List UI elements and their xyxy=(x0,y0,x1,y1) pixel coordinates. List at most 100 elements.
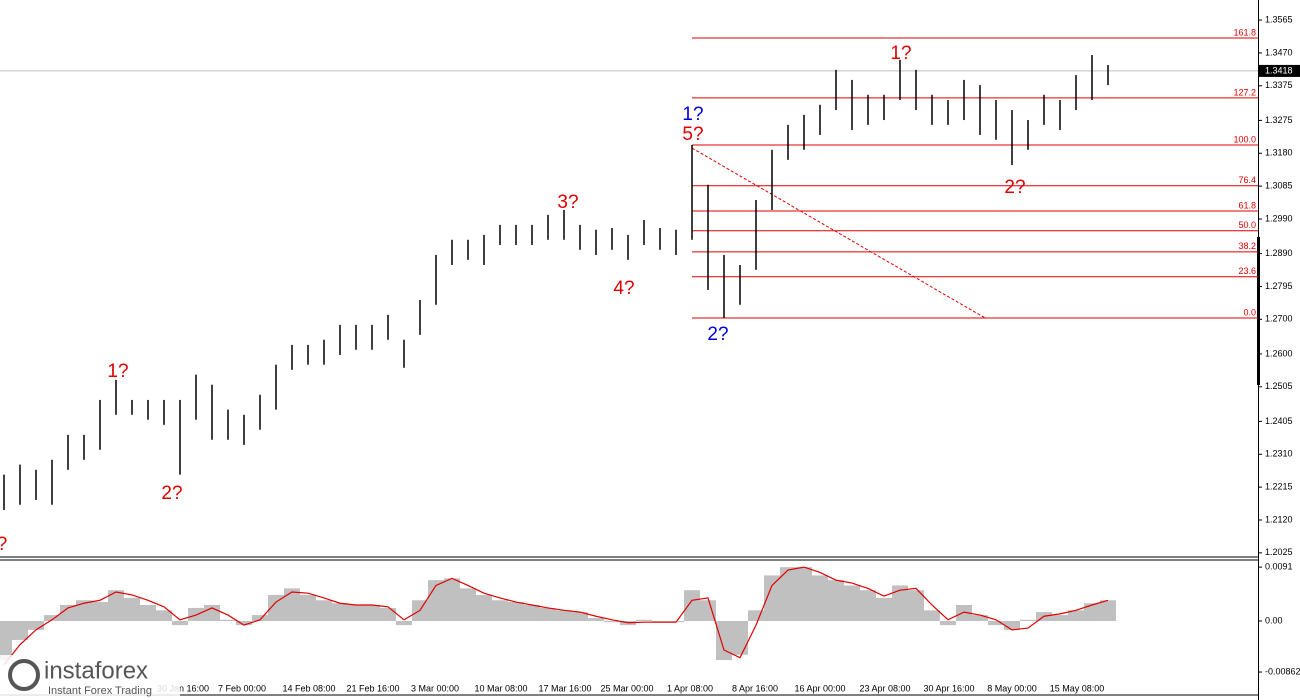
histogram-bar xyxy=(764,575,780,621)
histogram-bar xyxy=(76,600,92,621)
histogram-bar xyxy=(732,620,748,655)
x-tick-label: 25 Mar 00:00 xyxy=(600,683,653,693)
histogram-bar xyxy=(140,605,156,621)
x-tick-label: 3 Mar 00:00 xyxy=(411,683,459,693)
histogram-bar xyxy=(876,597,892,621)
histogram-bar xyxy=(44,615,60,621)
histogram-bar xyxy=(124,597,140,621)
y-tick-label: 1.2700 xyxy=(1265,314,1293,324)
histogram-bar xyxy=(700,600,716,621)
histogram-bar xyxy=(524,605,540,621)
y-tick-label: 1.3375 xyxy=(1265,80,1293,90)
x-tick-label: 10 Mar 08:00 xyxy=(474,683,527,693)
y-tick-label: 1.2990 xyxy=(1265,213,1293,223)
histogram-bar xyxy=(108,590,124,621)
x-tick-label: 21 Feb 16:00 xyxy=(346,683,399,693)
histogram-bar xyxy=(220,619,236,621)
x-tick-label: 1 Apr 08:00 xyxy=(667,683,713,693)
histogram-bar xyxy=(1004,620,1020,630)
signal-line xyxy=(3,566,1109,666)
fib-label: 61.8 xyxy=(1238,200,1256,210)
y-tick-label: 1.2405 xyxy=(1265,416,1293,426)
price-label: 1.3418 xyxy=(1265,65,1293,75)
y-tick-label: 1.2795 xyxy=(1265,281,1293,291)
histogram-bar xyxy=(1068,610,1084,621)
wave-label: 4? xyxy=(613,278,634,299)
histogram-bar xyxy=(972,615,988,621)
x-tick-label: 8 Apr 16:00 xyxy=(732,683,778,693)
histogram-bar xyxy=(156,610,172,621)
y-tick-label: 1.3565 xyxy=(1265,14,1293,24)
histogram-bar xyxy=(348,605,364,621)
fib-label: 38.2 xyxy=(1238,241,1256,251)
histogram-bar xyxy=(172,620,188,626)
y-tick-label: 1.2505 xyxy=(1265,381,1293,391)
logo-tagline: Instant Forex Trading xyxy=(48,685,152,697)
y-tick-label: 1.3085 xyxy=(1265,181,1293,191)
y-tick-label: 0.0091 xyxy=(1265,561,1293,571)
histogram-bar xyxy=(540,607,556,621)
wave-label: 1? xyxy=(682,104,703,125)
histogram-bar xyxy=(284,588,300,621)
histogram-bar xyxy=(444,578,460,621)
y-tick-label: -0.00862 xyxy=(1265,666,1300,676)
histogram-bar xyxy=(428,580,444,621)
histogram-bar xyxy=(604,620,620,623)
wave-label: 3? xyxy=(557,192,578,213)
fib-label: 50.0 xyxy=(1238,220,1256,230)
histogram-bar xyxy=(380,607,396,621)
x-tick-label: 7 Feb 00:00 xyxy=(218,683,266,693)
x-tick-label: 17 Mar 16:00 xyxy=(538,683,591,693)
histogram-bar xyxy=(1020,619,1036,621)
histogram-bar xyxy=(316,600,332,621)
x-tick-label: 23 Apr 08:00 xyxy=(859,683,910,693)
x-tick-label: 14 Feb 08:00 xyxy=(282,683,335,693)
fib-label: 100.0 xyxy=(1233,134,1256,144)
wave-label: 2? xyxy=(707,324,728,345)
y-tick-label: 1.2120 xyxy=(1265,514,1293,524)
trend-line xyxy=(691,147,986,319)
histogram-bar xyxy=(572,612,588,621)
fib-label: 23.6 xyxy=(1238,266,1256,276)
fib-label: 161.8 xyxy=(1233,27,1256,37)
histogram-bar xyxy=(252,615,268,621)
histogram-bar xyxy=(748,610,764,621)
logo: instaforex Instant Forex Trading xyxy=(0,655,180,700)
histogram-bar xyxy=(636,619,652,621)
histogram-bar xyxy=(828,580,844,621)
wave-label: 2? xyxy=(1004,177,1025,198)
histogram-bar xyxy=(1084,603,1100,621)
histogram-bar xyxy=(460,588,476,621)
histogram-bar xyxy=(476,594,492,621)
histogram-bar xyxy=(908,590,924,621)
fib-label: 76.4 xyxy=(1238,175,1256,185)
x-tick-label: 30 Jan 16:00 xyxy=(157,683,209,693)
histogram-bar xyxy=(236,620,252,626)
histogram-bar xyxy=(508,602,524,621)
fib-label: 0.0 xyxy=(1243,307,1256,317)
histogram-bar xyxy=(364,605,380,621)
y-tick-label: 1.3180 xyxy=(1265,148,1293,158)
histogram-bar xyxy=(0,620,12,661)
histogram-bar xyxy=(332,603,348,621)
histogram-bar xyxy=(204,605,220,621)
histogram-bar xyxy=(1100,600,1116,621)
logo-name: instaforex xyxy=(44,657,148,684)
logo-icon xyxy=(8,659,40,691)
histogram-bar xyxy=(812,575,828,621)
y-tick-label: 0.00 xyxy=(1265,615,1283,625)
histogram-bar xyxy=(300,594,316,621)
x-tick-label: 8 May 00:00 xyxy=(987,683,1037,693)
histogram-bar xyxy=(892,585,908,621)
wave-label: 1? xyxy=(890,43,911,64)
fib-label: 127.2 xyxy=(1233,87,1256,97)
histogram-bar xyxy=(396,620,412,626)
histogram-bar xyxy=(684,590,700,621)
histogram-bar xyxy=(988,620,1004,626)
x-tick-label: 16 Apr 00:00 xyxy=(794,683,845,693)
histogram-bar xyxy=(924,610,940,621)
histogram-bar xyxy=(60,605,76,621)
y-tick-label: 1.3470 xyxy=(1265,47,1293,57)
